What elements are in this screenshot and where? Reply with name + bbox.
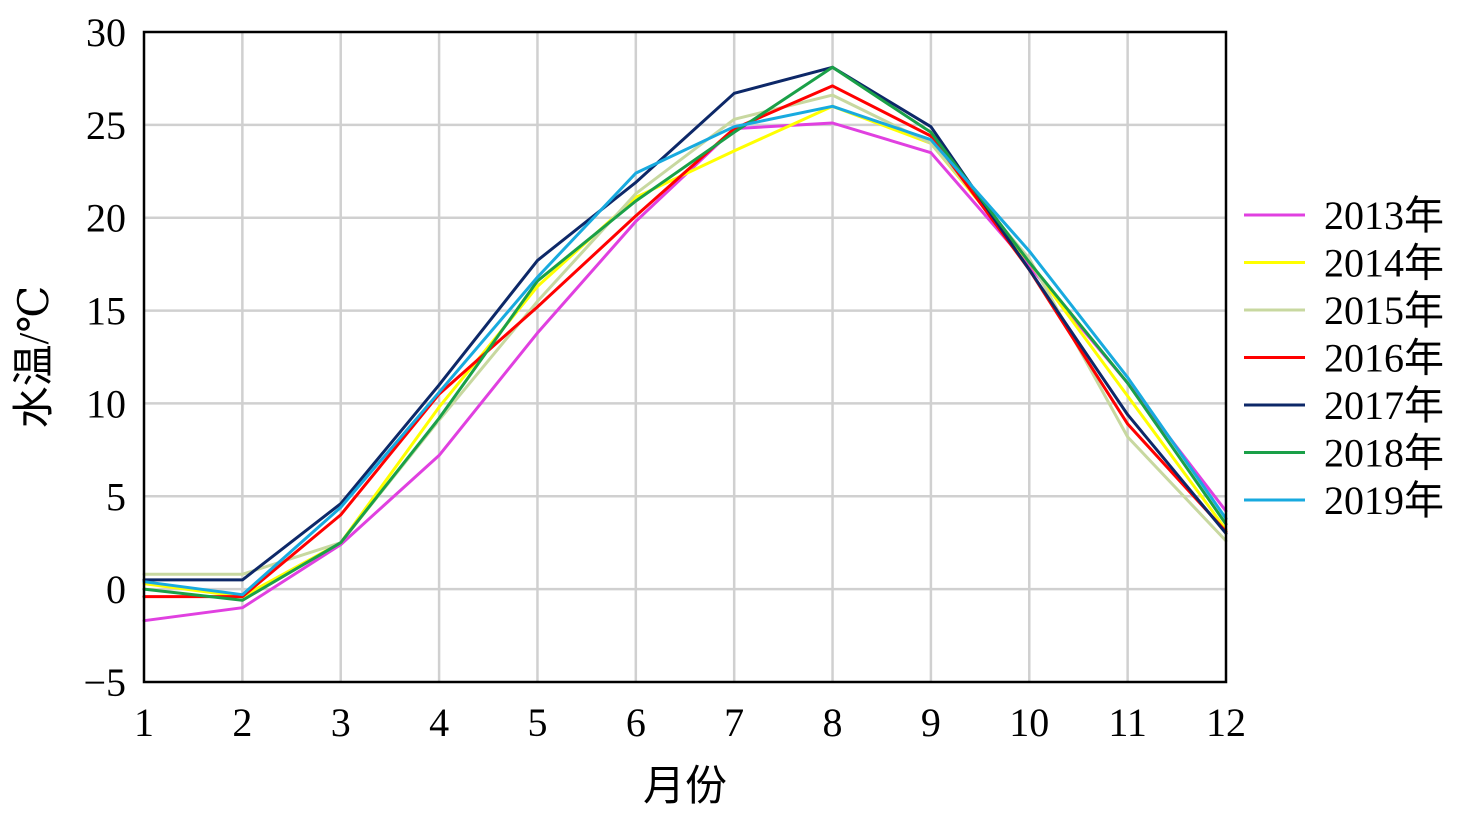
- series-line-2: [142, 104, 1228, 599]
- legend-label-2: 2014年: [1324, 241, 1444, 286]
- x-tick-labels: 1 2 3 4 5 6 7 8 9 10 11 12: [134, 700, 1246, 745]
- x-tick-label: 7: [724, 700, 744, 745]
- x-tick-label: 6: [626, 700, 646, 745]
- series-lines: [142, 65, 1228, 623]
- x-tick-label: 9: [921, 700, 941, 745]
- x-tick-label: 5: [527, 700, 547, 745]
- legend-label-4: 2016年: [1324, 336, 1444, 381]
- series-line-6: [142, 65, 1228, 602]
- x-tick-label: 8: [823, 700, 843, 745]
- y-tick-label: −5: [83, 660, 126, 705]
- series-line-5: [142, 65, 1228, 582]
- series-line-4: [142, 84, 1228, 599]
- series-line-3: [142, 93, 1228, 576]
- y-axis-title: 水温/℃: [12, 286, 58, 429]
- x-tick-label: 2: [232, 700, 252, 745]
- y-tick-label: 25: [86, 103, 126, 148]
- x-tick-label: 11: [1108, 700, 1147, 745]
- y-tick-label: 0: [106, 567, 126, 612]
- x-tick-label: 3: [331, 700, 351, 745]
- legend-label-7: 2019年: [1324, 478, 1444, 523]
- grid: [144, 32, 1226, 682]
- legend-label-5: 2017年: [1324, 383, 1444, 428]
- x-tick-label: 1: [134, 700, 154, 745]
- x-tick-label: 12: [1206, 700, 1246, 745]
- series-line-1: [142, 121, 1228, 623]
- y-tick-label: 20: [86, 196, 126, 241]
- y-tick-label: 5: [106, 474, 126, 519]
- y-tick-label: 10: [86, 381, 126, 426]
- legend-label-3: 2015年: [1324, 288, 1444, 333]
- series-line-7: [142, 104, 1228, 597]
- y-tick-label: 15: [86, 289, 126, 334]
- x-tick-label: 4: [429, 700, 449, 745]
- y-tick-labels: −5 0 5 10 15 20 25 30: [83, 10, 126, 705]
- plot-area-frame: [142, 30, 1228, 684]
- y-tick-label: 30: [86, 10, 126, 55]
- x-tick-label: 10: [1009, 700, 1049, 745]
- legend-label-1: 2013年: [1324, 193, 1444, 238]
- legend-label-6: 2018年: [1324, 431, 1444, 476]
- x-axis-title: 月份: [643, 764, 727, 810]
